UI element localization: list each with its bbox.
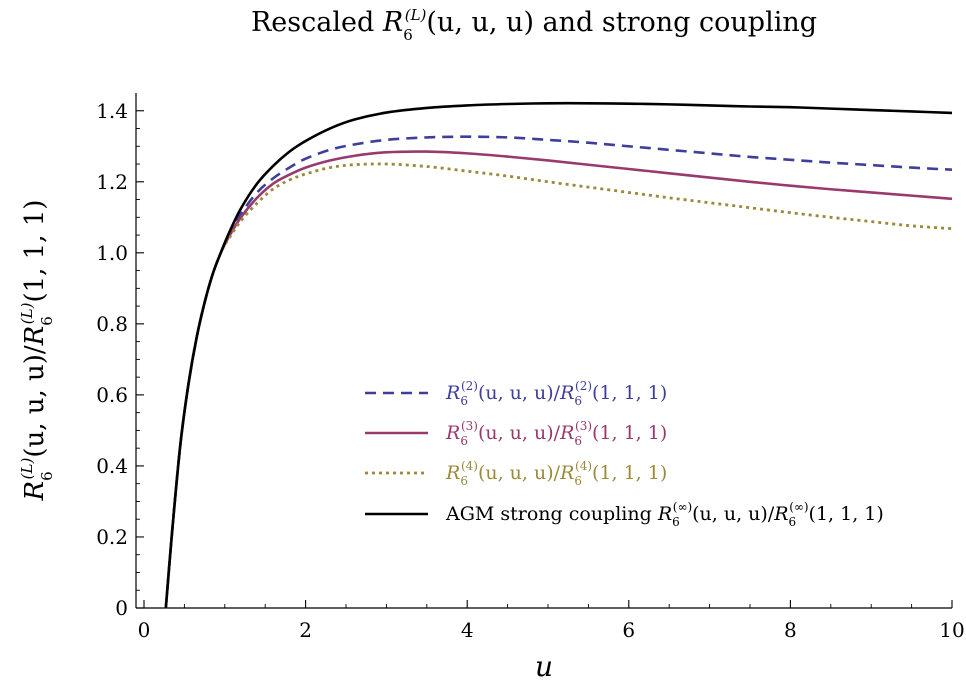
legend-entry-4loop: R6(4)(u, u, u)/R6(4)(1, 1, 1)	[365, 459, 667, 488]
x-axis-label: u	[535, 650, 553, 683]
series-2loop-line	[164, 135, 953, 609]
x-tick-label: 4	[461, 618, 474, 642]
y-tick-label: 1.4	[96, 99, 128, 123]
x-tick-label: 0	[138, 618, 151, 642]
y-tick-label: 1.2	[96, 170, 128, 194]
legend-entry-3loop: R6(3)(u, u, u)/R6(3)(1, 1, 1)	[365, 419, 667, 448]
chart-title: Rescaled R6(L)(u, u, u) and strong coupl…	[251, 6, 817, 44]
legend: R6(2)(u, u, u)/R6(2)(1, 1, 1) R6(3)(u, u…	[365, 379, 884, 529]
legend-label-2loop: R6(2)(u, u, u)/R6(2)(1, 1, 1)	[445, 379, 667, 408]
series-3loop-line	[164, 150, 953, 609]
y-tick-label: 0.8	[96, 312, 128, 336]
y-axis-label: R6(L)(u, u, u)/R6(L)(1, 1, 1)	[18, 200, 56, 502]
legend-label-agm: AGM strong coupling R6(∞)(u, u, u)/R6(∞)…	[445, 500, 884, 529]
y-tick-label: 0.6	[96, 383, 128, 407]
legend-label-3loop: R6(3)(u, u, u)/R6(3)(1, 1, 1)	[445, 419, 667, 448]
ticks: 0 2 4 6 8 10 0 0.2 0.4 0.6 0.8 1.0 1.2 1.4	[96, 99, 965, 642]
y-tick-label: 0.4	[96, 454, 128, 478]
y-tick-label: 0	[115, 596, 128, 620]
series-agm-line	[164, 101, 953, 609]
legend-entry-2loop: R6(2)(u, u, u)/R6(2)(1, 1, 1)	[365, 379, 667, 408]
x-tick-label: 6	[622, 618, 635, 642]
x-tick-label: 8	[784, 618, 797, 642]
series-group	[164, 101, 953, 609]
y-tick-label: 1.0	[96, 241, 128, 265]
y-tick-label: 0.2	[96, 525, 128, 549]
x-tick-label: 10	[939, 618, 964, 642]
legend-entry-agm: AGM strong coupling R6(∞)(u, u, u)/R6(∞)…	[365, 500, 884, 529]
legend-label-4loop: R6(4)(u, u, u)/R6(4)(1, 1, 1)	[445, 459, 667, 488]
axes	[135, 93, 952, 609]
x-tick-label: 2	[299, 618, 312, 642]
